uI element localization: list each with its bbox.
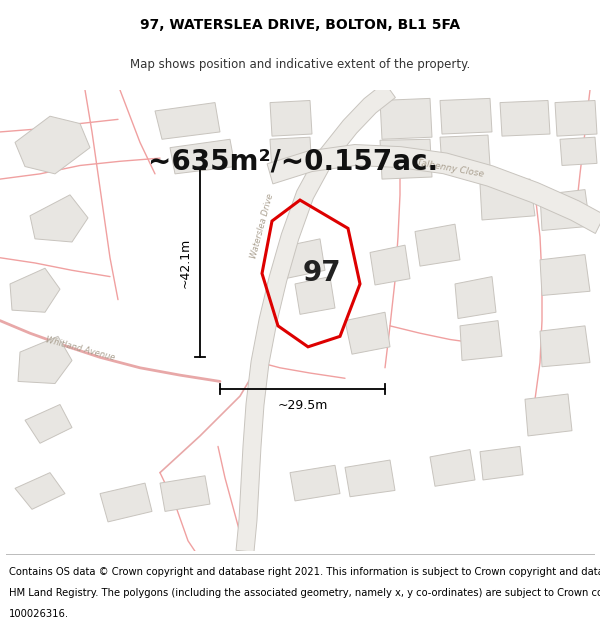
- Polygon shape: [160, 476, 210, 511]
- Polygon shape: [525, 394, 572, 436]
- Polygon shape: [236, 82, 395, 552]
- Text: Whitland Avenue: Whitland Avenue: [44, 336, 116, 362]
- Polygon shape: [18, 336, 72, 384]
- Polygon shape: [500, 101, 550, 136]
- Text: Map shows position and indicative extent of the property.: Map shows position and indicative extent…: [130, 58, 470, 71]
- Text: ~42.1m: ~42.1m: [179, 238, 192, 288]
- Text: Waterslea Drive: Waterslea Drive: [249, 193, 275, 260]
- Text: 100026316.: 100026316.: [9, 609, 69, 619]
- Polygon shape: [540, 326, 590, 367]
- Polygon shape: [155, 102, 220, 139]
- Polygon shape: [25, 404, 72, 443]
- Polygon shape: [455, 277, 496, 319]
- Polygon shape: [30, 195, 88, 242]
- Polygon shape: [100, 483, 152, 522]
- Polygon shape: [560, 137, 597, 166]
- Polygon shape: [15, 116, 90, 174]
- Polygon shape: [267, 144, 600, 234]
- Polygon shape: [345, 460, 395, 497]
- Polygon shape: [15, 472, 65, 509]
- Polygon shape: [440, 98, 492, 134]
- Text: 97, WATERSLEA DRIVE, BOLTON, BL1 5FA: 97, WATERSLEA DRIVE, BOLTON, BL1 5FA: [140, 18, 460, 32]
- Text: ~29.5m: ~29.5m: [277, 399, 328, 412]
- Polygon shape: [270, 101, 312, 136]
- Polygon shape: [555, 101, 597, 136]
- Polygon shape: [480, 179, 535, 220]
- Polygon shape: [295, 277, 335, 314]
- Polygon shape: [170, 139, 235, 174]
- Polygon shape: [345, 312, 390, 354]
- Text: 97: 97: [302, 259, 341, 288]
- Polygon shape: [380, 98, 432, 139]
- Polygon shape: [270, 137, 312, 174]
- Polygon shape: [540, 189, 590, 231]
- Polygon shape: [380, 139, 432, 179]
- Polygon shape: [480, 446, 523, 480]
- Polygon shape: [10, 268, 60, 312]
- Text: Talbenny Close: Talbenny Close: [416, 158, 484, 179]
- Polygon shape: [440, 135, 490, 168]
- Polygon shape: [280, 239, 325, 279]
- Text: Contains OS data © Crown copyright and database right 2021. This information is : Contains OS data © Crown copyright and d…: [9, 568, 600, 578]
- Polygon shape: [430, 449, 475, 486]
- Polygon shape: [370, 245, 410, 285]
- Polygon shape: [460, 321, 502, 361]
- Text: HM Land Registry. The polygons (including the associated geometry, namely x, y c: HM Land Registry. The polygons (includin…: [9, 588, 600, 598]
- Text: ~635m²/~0.157ac.: ~635m²/~0.157ac.: [148, 148, 438, 176]
- Polygon shape: [290, 465, 340, 501]
- Polygon shape: [415, 224, 460, 266]
- Polygon shape: [540, 254, 590, 296]
